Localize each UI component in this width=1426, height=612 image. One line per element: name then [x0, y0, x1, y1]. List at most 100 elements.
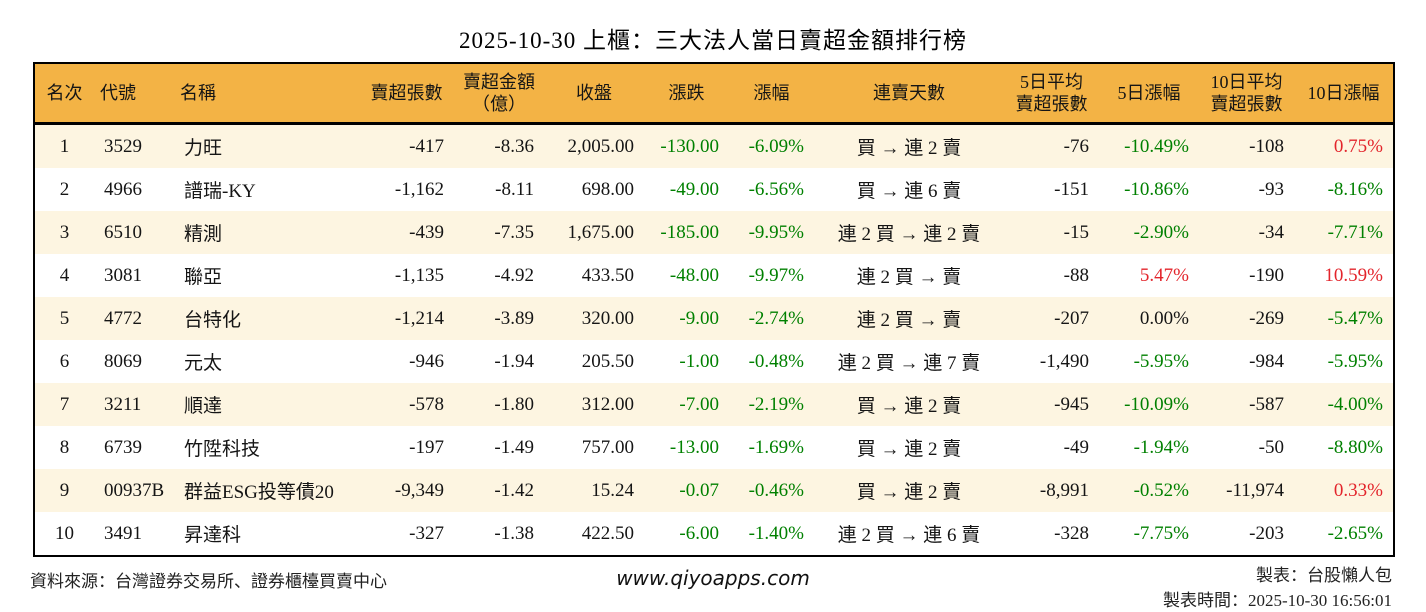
cell-streak: 連 2 買 → 連 6 賣 — [837, 525, 981, 546]
cell-sell_vol: -1,214 — [394, 307, 444, 329]
cell-sell_vol: -578 — [409, 393, 444, 415]
website-url: www.qiyoapps.com — [616, 566, 810, 590]
cell-close: 205.50 — [581, 350, 634, 372]
cell-streak: 連 2 買 → 賣 — [856, 267, 962, 288]
cell-streak: 連 2 買 → 連 2 賣 — [837, 224, 981, 245]
cell-pct10: -8.16% — [1327, 178, 1383, 200]
cell-pct5: -0.52% — [1133, 479, 1189, 501]
cell-chg_pct: -0.48% — [748, 350, 804, 372]
cell-sell_amt: -4.92 — [494, 264, 534, 286]
table-row: 2 4966 譜瑞-KY -1,162 -8.11 698.00 -49.00 -6.56% 買… — [34, 168, 1394, 211]
cell-pct10: 0.33% — [1333, 479, 1383, 501]
cell-avg5: -328 — [1054, 522, 1089, 544]
cell-pct10: -8.80% — [1327, 436, 1383, 458]
cell-pct10: 10.59% — [1324, 264, 1383, 286]
cell-chg_pct: -2.74% — [748, 307, 804, 329]
cell-pct5: -10.86% — [1124, 178, 1189, 200]
ranking-table: 名次 代號 名稱 賣超張數 賣超金額 （億） 收盤 漲跌 漲幅 連賣天數 5日平均 賣超張數 5日漲… — [33, 62, 1395, 557]
col-header-code: 代號 — [94, 63, 174, 125]
cell-chg_pct: -1.40% — [748, 522, 804, 544]
cell-code: 8069 — [104, 350, 142, 372]
cell-code: 3211 — [104, 393, 142, 415]
cell-streak: 連 2 買 → 賣 — [856, 310, 962, 331]
cell-avg5: -15 — [1063, 221, 1089, 243]
generated-timestamp: 製表時間：2025-10-30 16:56:01 — [1162, 591, 1392, 610]
cell-rank: 2 — [59, 178, 70, 200]
table-body: 1 3529 力旺 -417 -8.36 2,005.00 -130.00 -6.09% 買 →… — [34, 123, 1394, 556]
col-header-rank: 名次 — [34, 63, 94, 125]
cell-avg10: -93 — [1258, 178, 1284, 200]
col-header-chg_pct: 漲幅 — [729, 63, 814, 125]
cell-code: 6510 — [104, 221, 142, 243]
cell-chg: -0.07 — [679, 479, 719, 501]
col-header-name: 名稱 — [174, 63, 359, 125]
cell-pct10: -5.47% — [1327, 307, 1383, 329]
cell-code: 00937B — [104, 479, 165, 501]
cell-avg10: -269 — [1249, 307, 1284, 329]
cell-rank: 7 — [59, 393, 70, 415]
cell-close: 1,675.00 — [567, 221, 635, 243]
table-row: 10 3491 昇達科 -327 -1.38 422.50 -6.00 -1.40% 連 2 買… — [34, 512, 1394, 556]
cell-name: 聯亞 — [184, 267, 223, 288]
cell-sell_vol: -439 — [409, 221, 444, 243]
table-row: 3 6510 精測 -439 -7.35 1,675.00 -185.00 -9.95% 連 2… — [34, 211, 1394, 254]
cell-name: 竹陞科技 — [184, 439, 261, 460]
cell-close: 757.00 — [581, 436, 634, 458]
col-header-chg: 漲跌 — [644, 63, 729, 125]
cell-code: 3529 — [104, 135, 142, 157]
cell-name: 台特化 — [184, 310, 242, 331]
cell-pct10: -2.65% — [1327, 522, 1383, 544]
cell-avg10: -108 — [1249, 135, 1284, 157]
cell-sell_vol: -1,162 — [394, 178, 444, 200]
cell-code: 6739 — [104, 436, 142, 458]
cell-rank: 5 — [59, 307, 70, 329]
cell-chg: -9.00 — [679, 307, 719, 329]
cell-code: 3081 — [104, 264, 142, 286]
cell-chg_pct: -6.09% — [748, 135, 804, 157]
cell-avg5: -945 — [1054, 393, 1089, 415]
cell-chg: -48.00 — [669, 264, 719, 286]
cell-sell_amt: -3.89 — [494, 307, 534, 329]
cell-avg10: -587 — [1249, 393, 1284, 415]
cell-rank: 9 — [59, 479, 70, 501]
cell-sell_vol: -327 — [409, 522, 444, 544]
data-source-note: 資料來源：台灣證券交易所、證券櫃檯買賣中心 — [30, 572, 387, 591]
cell-close: 320.00 — [581, 307, 634, 329]
cell-name: 元太 — [184, 353, 223, 374]
cell-pct5: -5.95% — [1133, 350, 1189, 372]
cell-avg10: -50 — [1258, 436, 1284, 458]
cell-pct5: -10.49% — [1124, 135, 1189, 157]
page-title: 2025-10-30 上櫃：三大法人當日賣超金額排行榜 — [458, 28, 968, 53]
cell-streak: 買 → 連 2 賣 — [856, 439, 962, 460]
cell-streak: 買 → 連 2 賣 — [856, 396, 962, 417]
cell-avg5: -49 — [1063, 436, 1089, 458]
table-row: 8 6739 竹陞科技 -197 -1.49 757.00 -13.00 -1.69% 買 → … — [34, 426, 1394, 469]
cell-chg: -130.00 — [660, 135, 719, 157]
cell-sell_vol: -946 — [409, 350, 444, 372]
col-header-avg5: 5日平均 賣超張數 — [1004, 63, 1099, 125]
table-row: 1 3529 力旺 -417 -8.36 2,005.00 -130.00 -6.09% 買 →… — [34, 123, 1394, 168]
table-row: 7 3211 順達 -578 -1.80 312.00 -7.00 -2.19% 買 → 連 2… — [34, 383, 1394, 426]
cell-avg10: -34 — [1258, 221, 1284, 243]
cell-pct10: -5.95% — [1327, 350, 1383, 372]
cell-pct5: 0.00% — [1139, 307, 1189, 329]
cell-chg_pct: -6.56% — [748, 178, 804, 200]
cell-code: 3491 — [104, 522, 142, 544]
header-row: 名次 代號 名稱 賣超張數 賣超金額 （億） 收盤 漲跌 漲幅 連賣天數 5日平均 賣超張數 5日漲… — [34, 63, 1394, 125]
table-row: 5 4772 台特化 -1,214 -3.89 320.00 -9.00 -2.74% 連 2 … — [34, 297, 1394, 340]
cell-sell_amt: -1.94 — [494, 350, 534, 372]
cell-code: 4966 — [104, 178, 142, 200]
cell-pct5: -10.09% — [1124, 393, 1189, 415]
cell-pct10: -4.00% — [1327, 393, 1383, 415]
cell-chg_pct: -9.95% — [748, 221, 804, 243]
col-header-streak: 連賣天數 — [814, 63, 1004, 125]
cell-rank: 4 — [59, 264, 70, 286]
table-row: 4 3081 聯亞 -1,135 -4.92 433.50 -48.00 -9.97% 連 2 … — [34, 254, 1394, 297]
cell-sell_amt: -1.49 — [494, 436, 534, 458]
col-header-close: 收盤 — [544, 63, 644, 125]
cell-name: 順達 — [184, 396, 223, 417]
cell-name: 群益ESG投等債20 — [184, 482, 334, 503]
cell-avg5: -8,991 — [1039, 479, 1089, 501]
cell-close: 2,005.00 — [567, 135, 635, 157]
cell-rank: 6 — [59, 350, 70, 372]
